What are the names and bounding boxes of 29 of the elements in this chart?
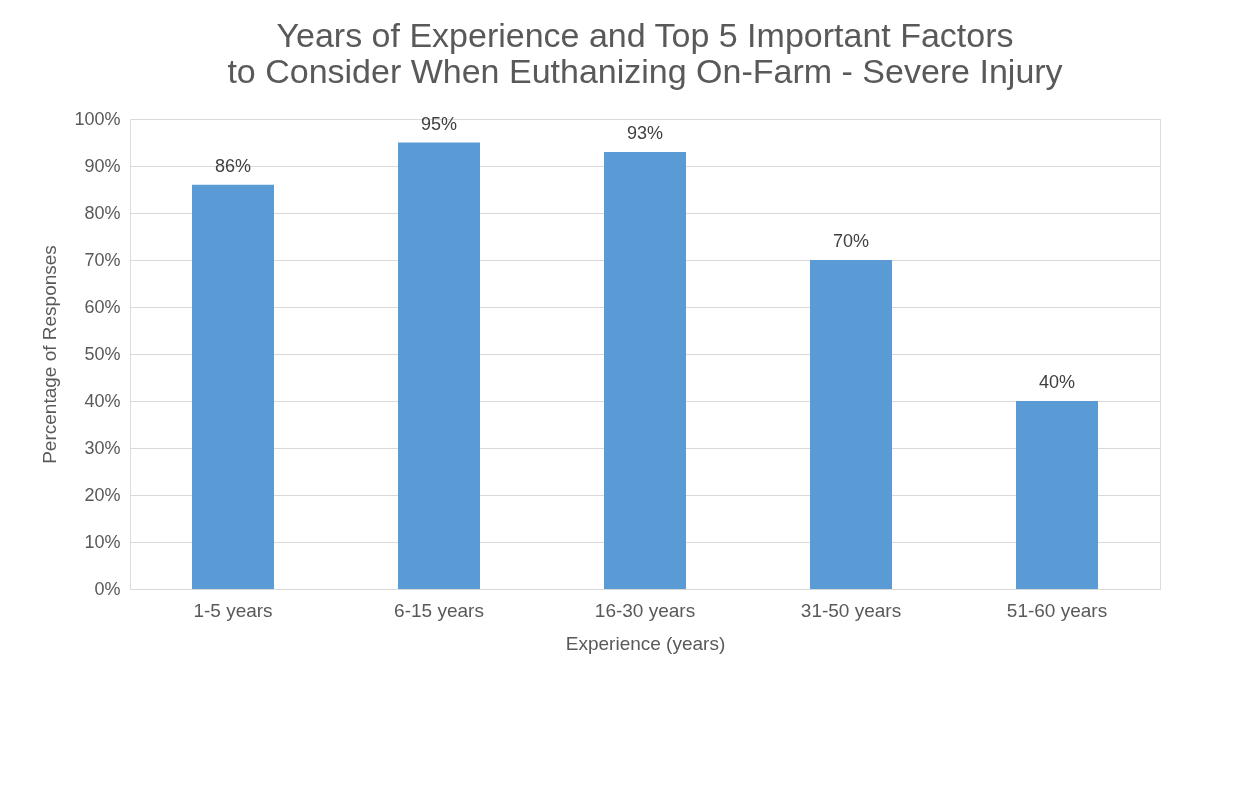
chart-title: Years of Experience and Top 5 Important Factors to Consider When Euthanizing On-Farm - Severe Injury <box>227 16 1063 90</box>
y-tick-label: 100% <box>74 108 121 129</box>
x-tick-label: 31-50 years <box>800 599 902 621</box>
bar <box>192 184 274 589</box>
x-tick-label: 1-5 years <box>193 599 273 621</box>
data-label: 93% <box>626 122 664 143</box>
bar <box>604 151 686 589</box>
x-tick-label: 6-15 years <box>394 599 484 621</box>
bar <box>398 142 480 589</box>
x-tick-label: 16-30 years <box>594 599 696 621</box>
y-tick-label: 20% <box>84 484 121 505</box>
y-tick-label: 0% <box>94 578 121 599</box>
y-tick-label: 40% <box>84 390 121 411</box>
data-label: 86% <box>214 155 252 176</box>
y-tick-label: 50% <box>84 343 121 364</box>
data-label: 70% <box>832 231 870 251</box>
data-label: 95% <box>420 113 458 134</box>
bar <box>1016 401 1098 589</box>
y-tick-label: 90% <box>84 155 121 176</box>
y-axis-title: Percentage of Responses <box>39 245 61 464</box>
y-tick-label: 60% <box>84 296 121 317</box>
y-tick-label: 30% <box>84 437 121 458</box>
bar <box>810 260 892 589</box>
x-tick-label: 51-60 years <box>1006 599 1108 621</box>
y-tick-label: 10% <box>84 531 121 552</box>
y-tick-label: 70% <box>84 249 121 270</box>
y-tick-label: 80% <box>84 202 121 223</box>
x-axis-title: Experience (years) <box>565 632 726 654</box>
data-label: 40% <box>1038 372 1076 392</box>
